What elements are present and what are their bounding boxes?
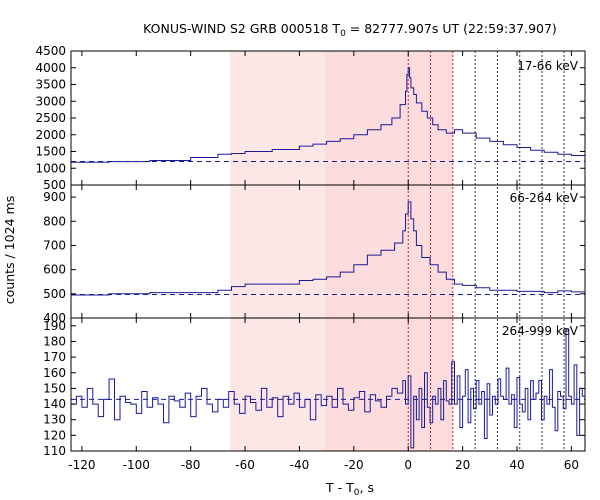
y-tick-label-2-3: 600	[43, 263, 66, 277]
y-tick-label-1-6: 3000	[35, 94, 66, 108]
panel-label-2: 66-264 keV	[510, 191, 579, 205]
x-tick-label-9: 40	[509, 458, 524, 472]
y-tick-label-1-2: 1000	[35, 161, 66, 175]
x-tick-label-7: 0	[404, 458, 412, 472]
series-line-2	[71, 201, 586, 296]
y-tick-label-3-6: 160	[43, 366, 66, 380]
y-tick-label-3-5: 150	[43, 381, 66, 395]
panel-frame-3	[70, 317, 586, 452]
shaded-region-2	[324, 51, 453, 451]
y-tick-label-3-9: 190	[43, 319, 66, 333]
y-tick-label-3-8: 180	[43, 334, 66, 348]
y-tick-label-1-1: 500	[43, 178, 66, 192]
x-tick-label-1: -120	[68, 458, 95, 472]
panel-label-1: 17-66 keV	[517, 59, 579, 73]
y-tick-label-3-4: 140	[43, 397, 66, 411]
y-tick-label-1-5: 2500	[35, 111, 66, 125]
shaded-region-1	[230, 51, 325, 451]
x-axis-label-rest: , s	[360, 480, 374, 495]
y-axis-label: counts / 1024 ms	[2, 196, 17, 304]
y-tick-label-2-5: 800	[43, 214, 66, 228]
x-tick-label-5: -40	[290, 458, 310, 472]
panels: 500 1000 1500 2000 2500 3000 3500 4000 4500 400 50…	[35, 44, 586, 458]
x-tick-labels: -120 -100 -80 -60 -40 -20 0 20 40 60	[68, 458, 579, 472]
x-axis-label-main: T - T	[325, 480, 354, 495]
x-tick-label-10: 60	[564, 458, 579, 472]
chart-title-sub: 0	[340, 29, 346, 39]
x-tick-label-4: -60	[235, 458, 255, 472]
y-tick-label-1-7: 3500	[35, 78, 66, 92]
panel-label-3: 264-999 keV	[502, 324, 579, 338]
x-axis-label: T - T0, s	[325, 480, 374, 498]
y-tick-label-2-2: 500	[43, 287, 66, 301]
y-tick-label-1-3: 1500	[35, 145, 66, 159]
panel-1: 500 1000 1500 2000 2500 3000 3500 4000 4500	[35, 44, 586, 192]
chart-title: KONUS-WIND S2 GRB 000518 T0 = 82777.907s…	[143, 21, 557, 39]
y-tick-label-3-3: 130	[43, 413, 66, 427]
series-line-1	[71, 67, 586, 163]
chart-title-main: KONUS-WIND S2 GRB 000518 T	[143, 21, 340, 36]
y-tick-label-2-4: 700	[43, 238, 66, 252]
y-tick-label-1-4: 2000	[35, 128, 66, 142]
y-tick-label-2-1: 400	[43, 311, 66, 325]
x-tick-label-2: -100	[123, 458, 150, 472]
x-axis-label-sub: 0	[354, 488, 360, 498]
x-tick-label-6: -20	[344, 458, 364, 472]
y-tick-label-3-1: 110	[43, 444, 66, 458]
series-line-3	[71, 328, 586, 449]
y-tick-label-1-8: 4000	[35, 61, 66, 75]
x-tick-label-8: 20	[455, 458, 470, 472]
x-tick-label-3: -80	[181, 458, 201, 472]
y-tick-label-3-2: 120	[43, 428, 66, 442]
y-tick-label-1-9: 4500	[35, 44, 66, 58]
y-tick-label-3-7: 170	[43, 350, 66, 364]
chart-title-rest: = 82777.907s UT (22:59:37.907)	[346, 21, 557, 36]
y-tick-label-2-6: 900	[43, 190, 66, 204]
